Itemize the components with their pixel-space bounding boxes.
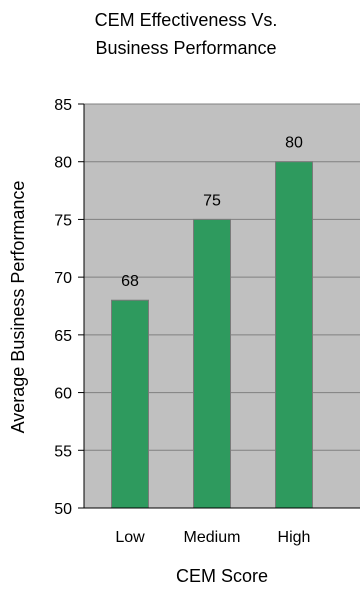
x-axis-title: CEM Score [176,566,268,586]
x-tick-labels: Low Medium High [115,529,310,546]
y-tick-label-65: 65 [54,328,72,345]
x-tick-label-medium: Medium [184,529,241,546]
y-tick-label-70: 70 [54,270,72,287]
data-label-medium: 75 [203,192,221,209]
y-tick-labels: 50 55 60 65 70 75 80 85 [54,97,72,518]
chart-title-line-1: CEM Effectiveness Vs. [95,10,278,30]
data-label-high: 80 [285,135,303,152]
x-tick-label-low: Low [115,529,145,546]
y-tick-label-55: 55 [54,443,72,460]
data-label-low: 68 [121,273,139,290]
bar-high [275,161,313,509]
y-tick-label-60: 60 [54,386,72,403]
y-axis-title: Average Business Performance [8,181,28,434]
axes [78,103,360,509]
y-tick-label-85: 85 [54,97,72,114]
data-labels: 68 75 80 [121,135,303,291]
x-tick-label-high: High [278,529,311,546]
y-tick-label-80: 80 [54,155,72,172]
bar-medium [193,218,231,509]
chart-title-line-2: Business Performance [95,38,276,58]
bar-low [111,299,149,509]
y-tick-label-50: 50 [54,501,72,518]
y-tick-label-75: 75 [54,212,72,229]
